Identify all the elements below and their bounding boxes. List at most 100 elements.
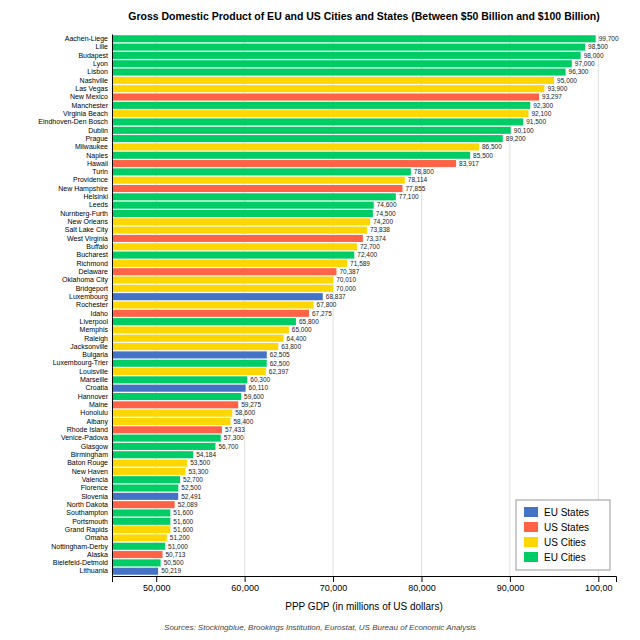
data-label: 62,505 (270, 351, 290, 358)
data-label: 51,600 (173, 509, 193, 516)
bar (112, 227, 367, 234)
y-tick: Hannover (78, 393, 112, 400)
data-label: 90,100 (514, 127, 534, 134)
y-tick: Lille (96, 43, 112, 50)
tick-label: Manchester (71, 102, 108, 109)
data-label: 72,700 (360, 243, 380, 250)
tick-label: Helsinki (83, 193, 108, 200)
data-label: 52,500 (181, 484, 201, 491)
tick-label: New Mexico (70, 93, 108, 100)
bar (112, 426, 222, 433)
tick-label: Maine (89, 401, 108, 408)
bar (112, 501, 175, 508)
data-label: 57,433 (225, 426, 245, 433)
tick-label: Marseille (80, 376, 108, 383)
tick-label: Virginia Beach (63, 110, 108, 118)
data-label: 52,491 (181, 493, 201, 500)
tick-label: Hannover (78, 393, 109, 400)
bar (112, 60, 572, 67)
tick-label: Providence (73, 176, 108, 183)
bar (112, 468, 185, 475)
bar (112, 310, 309, 317)
bar (112, 418, 230, 425)
y-tick: Manchester (71, 102, 112, 109)
y-tick: Maine (89, 401, 112, 408)
tick-mark (421, 576, 422, 582)
y-tick: New Hampshire (58, 185, 112, 193)
title: Gross Domestic Product of EU and US Citi… (128, 10, 599, 22)
axis-line (113, 577, 617, 583)
data-label: 74,200 (373, 218, 393, 225)
data-label: 52,089 (178, 501, 198, 508)
y-axis: Aachen-LiegeLilleBudapestLyonLisbonNashv… (38, 35, 112, 577)
data-label: 73,838 (370, 226, 390, 233)
y-tick: Bucharest (76, 251, 112, 258)
tick-label: Nottingham-Derby (51, 542, 108, 550)
tick-label: Louisville (79, 368, 108, 375)
y-tick: Naples (86, 151, 112, 159)
y-tick: Valencia (82, 476, 112, 483)
tick-label: Glasgow (81, 443, 109, 451)
y-tick: Bulgaria (82, 351, 112, 359)
y-tick: Dublin (88, 127, 112, 134)
x-tick: 60,000 (231, 576, 259, 593)
y-tick: Honolulu (80, 409, 112, 416)
tick-label: New Hampshire (58, 185, 108, 193)
data-label: 99,700 (599, 35, 619, 42)
y-tick: Delaware (78, 268, 112, 275)
y-tick: Jacksonville (70, 343, 112, 350)
tick-label: Naples (86, 151, 108, 159)
data-label: 86,500 (482, 143, 502, 150)
y-tick: Lisbon (87, 68, 112, 75)
y-tick: Nurnberg-Furth (60, 210, 112, 218)
y-tick: Luxembourg-Trier (53, 359, 112, 367)
y-tick: New Mexico (70, 93, 112, 100)
data-label: 70,010 (336, 276, 356, 283)
tick-label: Grand Rapids (65, 526, 109, 534)
legend-label: US States (544, 522, 589, 533)
tick-mark (510, 576, 511, 582)
bar (112, 110, 528, 117)
data-label: 60,110 (249, 384, 269, 391)
tick-mark (598, 576, 599, 582)
data-label: 68,837 (326, 293, 346, 300)
data-label: 92,300 (533, 102, 553, 109)
tick-label: Prague (85, 135, 108, 143)
bar (112, 376, 247, 383)
bar (112, 177, 405, 184)
data-label: 83,917 (459, 160, 479, 167)
bar (112, 185, 403, 192)
data-label: 85,500 (473, 152, 493, 159)
y-tick: New Haven (72, 468, 112, 475)
bar (112, 493, 178, 500)
data-label: 51,600 (173, 518, 193, 525)
tick-label: Delaware (78, 268, 108, 275)
bar (112, 168, 411, 175)
data-label: 58,600 (235, 409, 255, 416)
y-tick: Marseille (80, 376, 112, 383)
y-tick: Oklahoma City (62, 276, 112, 284)
x-tick: 90,000 (497, 576, 525, 593)
legend-swatch (524, 552, 538, 562)
data-label: 70,387 (339, 268, 359, 275)
bar (112, 401, 238, 408)
data-label: 91,500 (526, 118, 546, 125)
bar (112, 484, 178, 491)
tick-label: North Dakota (67, 501, 108, 508)
tick-label: Luxembourg (69, 293, 108, 301)
bar (112, 268, 336, 275)
data-label: 93,900 (547, 85, 567, 92)
bar (112, 152, 470, 159)
tick-label: Turin (92, 168, 108, 175)
x-tick: 70,000 (320, 576, 348, 593)
bar (112, 326, 289, 333)
data-label: 74,500 (376, 210, 396, 217)
data-label: 65,000 (292, 326, 312, 333)
data-label: 98,500 (588, 43, 608, 50)
tick-label: Valencia (82, 476, 108, 483)
tick-label: Rhode Island (67, 426, 108, 433)
tick-label: Luxembourg-Trier (53, 359, 109, 367)
bars (112, 35, 596, 575)
bar (112, 160, 456, 167)
y-tick: Prague (85, 135, 112, 143)
